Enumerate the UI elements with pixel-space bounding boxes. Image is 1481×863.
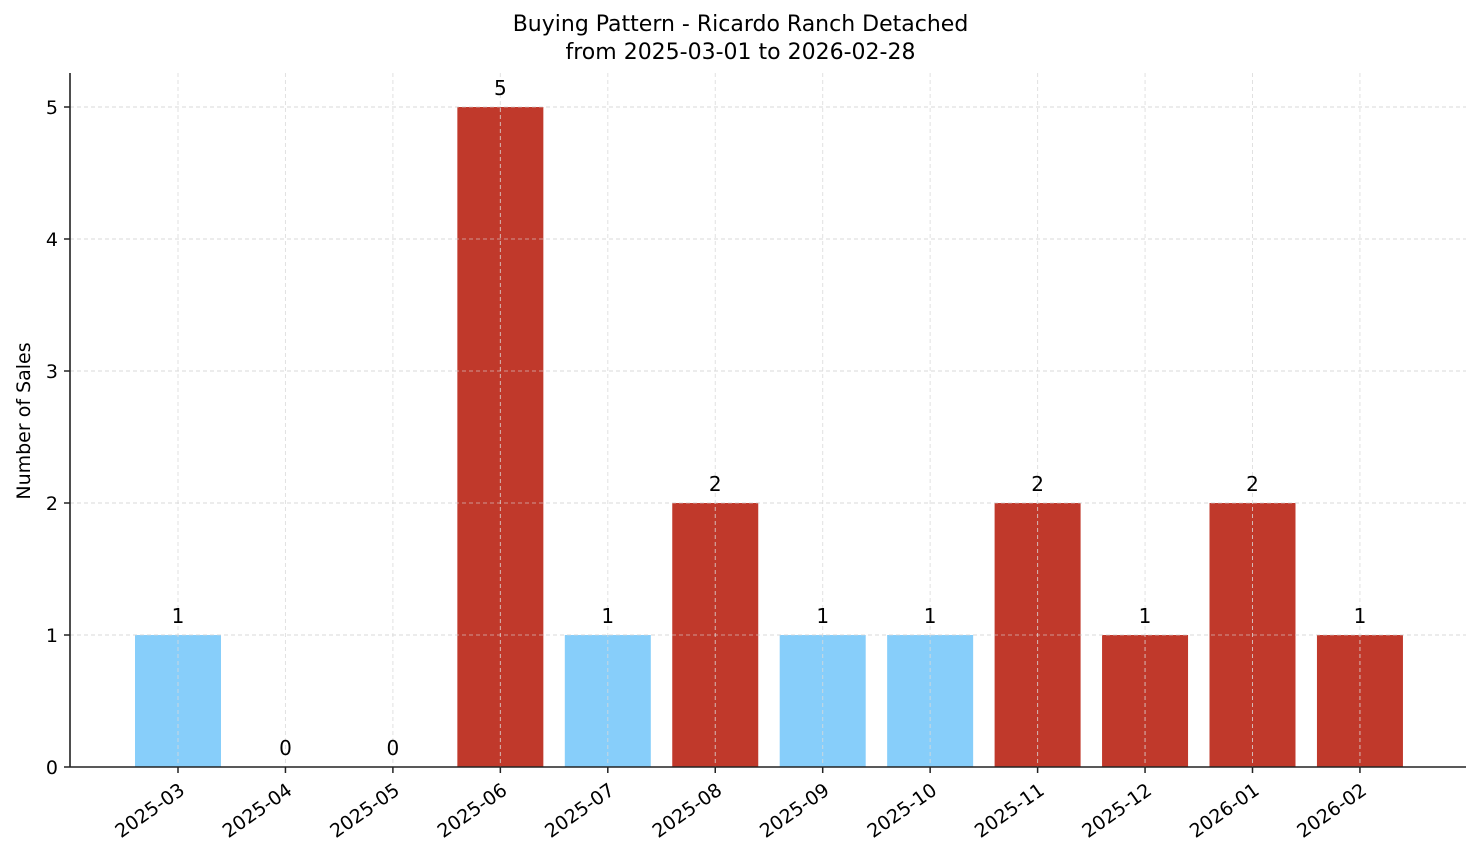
x-tick-label: 2025-05 [326,779,404,843]
data-label: 1 [1354,604,1367,628]
data-label: 1 [816,604,829,628]
data-label: 1 [172,604,185,628]
y-tick-label: 4 [46,229,58,251]
x-tick-label: 2026-01 [1186,779,1264,843]
data-label: 2 [1246,472,1259,496]
y-tick-label: 3 [46,361,58,383]
y-tick-label: 1 [46,625,58,647]
x-tick-label: 2025-11 [971,779,1049,843]
data-label: 0 [387,736,400,760]
x-tick-label: 2025-03 [111,779,189,843]
x-tick-label: 2026-02 [1293,779,1371,843]
x-tick-label: 2025-09 [756,779,834,843]
x-tick-label: 2025-04 [219,779,297,843]
data-label: 1 [601,604,614,628]
y-tick-label: 2 [46,493,58,515]
chart-subtitle: from 2025-03-01 to 2026-02-28 [565,40,916,65]
data-label: 1 [1139,604,1152,628]
data-label: 2 [709,472,722,496]
x-tick-label: 2025-12 [1078,779,1156,843]
x-tick-label: 2025-06 [434,779,512,843]
y-tick-label: 5 [46,97,58,119]
y-tick-label: 0 [46,757,58,779]
data-label: 0 [279,736,292,760]
data-label: 2 [1031,472,1044,496]
x-tick-label: 2025-07 [541,779,619,843]
data-label: 5 [494,76,507,100]
x-tick-label: 2025-10 [863,779,941,843]
chart-title: Buying Pattern - Ricardo Ranch Detached [512,12,969,37]
data-label: 1 [924,604,937,628]
x-tick-label: 2025-08 [648,779,726,843]
